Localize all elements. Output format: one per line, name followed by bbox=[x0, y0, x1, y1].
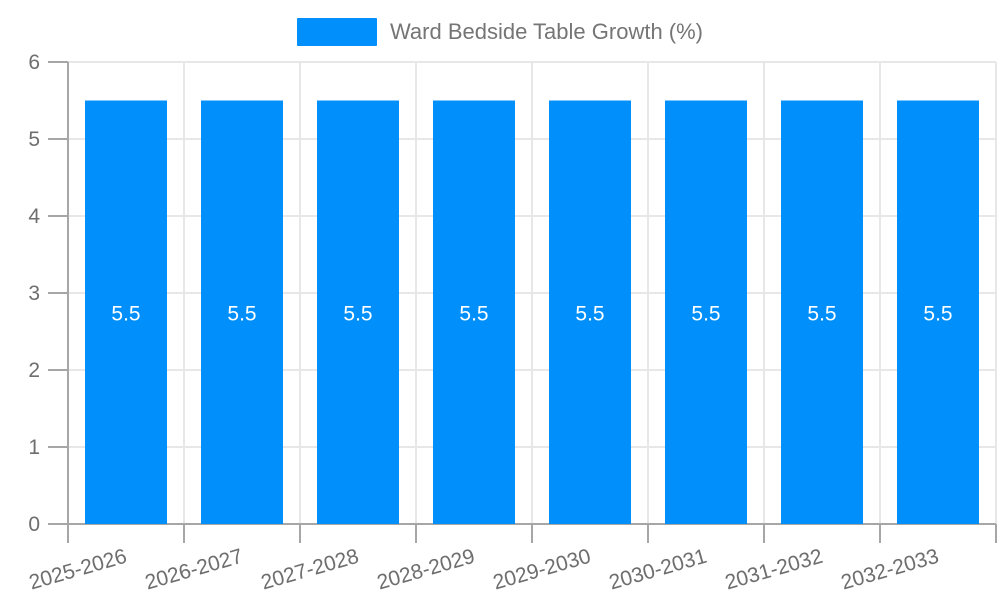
y-tick-label: 3 bbox=[28, 282, 40, 305]
x-tick-label: 2032-2033 bbox=[838, 545, 941, 595]
bar[interactable] bbox=[201, 100, 283, 525]
y-tick-label: 5 bbox=[28, 128, 40, 151]
y-tick-label: 2 bbox=[28, 359, 40, 382]
bar-value-label: 5.5 bbox=[343, 302, 372, 325]
legend-item[interactable]: Ward Bedside Table Growth (%) bbox=[296, 18, 704, 46]
y-tick-label: 6 bbox=[28, 51, 40, 74]
bar-value-label: 5.5 bbox=[807, 302, 836, 325]
bar[interactable] bbox=[665, 100, 747, 525]
y-tick-label: 1 bbox=[28, 436, 40, 459]
bar-value-label: 5.5 bbox=[691, 302, 720, 325]
bar-value-label: 5.5 bbox=[227, 302, 256, 325]
bar[interactable] bbox=[85, 100, 167, 525]
legend: Ward Bedside Table Growth (%) bbox=[0, 18, 1000, 46]
bar-value-label: 5.5 bbox=[459, 302, 488, 325]
x-tick-label: 2027-2028 bbox=[258, 545, 361, 595]
legend-swatch-icon bbox=[296, 18, 377, 46]
bar-value-label: 5.5 bbox=[923, 302, 952, 325]
legend-label: Ward Bedside Table Growth (%) bbox=[389, 19, 704, 44]
y-tick-label: 0 bbox=[28, 513, 40, 536]
x-tick-label: 2030-2031 bbox=[606, 545, 709, 595]
bar-value-label: 5.5 bbox=[111, 302, 140, 325]
x-tick-label: 2026-2027 bbox=[142, 545, 245, 595]
bar[interactable] bbox=[317, 100, 399, 525]
bar[interactable] bbox=[781, 100, 863, 525]
x-tick-label: 2025-2026 bbox=[26, 545, 129, 595]
bar[interactable] bbox=[549, 100, 631, 525]
bar[interactable] bbox=[433, 100, 515, 525]
bar[interactable] bbox=[897, 100, 979, 525]
x-tick-label: 2029-2030 bbox=[490, 545, 593, 595]
x-tick-label: 2028-2029 bbox=[374, 545, 477, 595]
bar-value-label: 5.5 bbox=[575, 302, 604, 325]
x-tick-label: 2031-2032 bbox=[722, 545, 825, 595]
y-tick-label: 4 bbox=[28, 205, 40, 228]
